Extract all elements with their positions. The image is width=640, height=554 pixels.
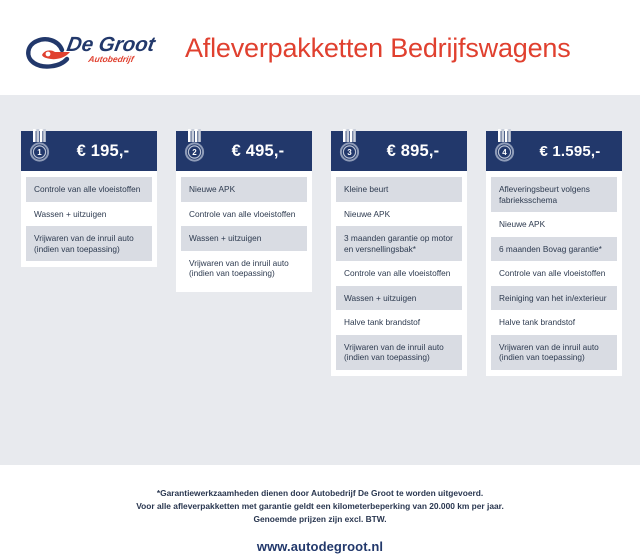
package-price-bar: 1 € 195,- xyxy=(21,128,157,171)
footer-note-1: *Garantiewerkzaamheden dienen door Autob… xyxy=(156,488,484,498)
svg-text:1: 1 xyxy=(37,148,42,157)
package-columns: 1 € 195,- Controle van alle vloeistoffen W… xyxy=(21,128,622,376)
feature-item: Nieuwe APK xyxy=(336,201,462,226)
feature-item: Wassen + uitzuigen xyxy=(336,285,462,310)
feature-item: Vrijwaren van de inruil auto (indien van… xyxy=(491,334,617,370)
package-price: € 1.595,- xyxy=(539,142,601,160)
footer-note-3: Genoemde prijzen zijn excl. BTW. xyxy=(253,514,387,524)
feature-item: Afleveringsbeurt volgens fabrieksschema xyxy=(491,177,617,212)
feature-item: Halve tank brandstof xyxy=(336,310,462,335)
feature-item: Kleine beurt xyxy=(336,177,462,202)
footer-note-2: Voor alle afleverpakketten met garantie … xyxy=(136,501,504,511)
package-price: € 495,- xyxy=(231,141,285,160)
medal-ribbon-icon: 3 xyxy=(337,128,363,168)
page-footer: *Garantiewerkzaamheden dienen door Autob… xyxy=(0,487,640,554)
svg-text:3: 3 xyxy=(347,148,352,157)
page-title: Afleverpakketten Bedrijfswagens xyxy=(185,33,571,63)
medal-ribbon-icon: 2 xyxy=(184,129,205,162)
de-groot-swoosh-logo: De Groot Autobedrijf xyxy=(26,33,158,69)
package-feature-list: Controle van alle vloeistoffen Wassen + u… xyxy=(21,171,157,267)
package-price: € 195,- xyxy=(76,141,130,160)
feature-item: Nieuwe APK xyxy=(181,177,307,202)
feature-item: Wassen + uitzuigen xyxy=(26,201,152,226)
package-price-bar: 3 € 895,- xyxy=(331,128,467,171)
feature-item: Vrijwaren van de inruil auto (indien van… xyxy=(26,226,152,261)
package-feature-list: Afleveringsbeurt volgens fabrieksschema N… xyxy=(486,171,622,376)
feature-item: Controle van alle vloeistoffen xyxy=(491,261,617,286)
feature-item: Vrijwaren van de inruil auto (indien van… xyxy=(336,334,462,370)
package-card-2[interactable]: 2 € 495,- Nieuwe APK Controle van alle vlo… xyxy=(176,128,312,292)
website-link[interactable]: www.autodegroot.nl xyxy=(256,539,384,554)
medal-ribbon-icon: 1 xyxy=(27,128,53,168)
svg-text:De Groot: De Groot xyxy=(65,33,158,56)
package-card-1[interactable]: 1 € 195,- Controle van alle vloeistoffen W… xyxy=(21,128,157,267)
feature-item: Controle van alle vloeistoffen xyxy=(26,177,152,202)
package-card-4[interactable]: 4 € 1.595,- Afleveringsbeurt volgens fabr… xyxy=(486,128,622,376)
feature-item: Nieuwe APK xyxy=(491,212,617,237)
packages-section: 1 € 195,- Controle van alle vloeistoffen W… xyxy=(0,95,640,554)
medal-ribbon-icon: 4 xyxy=(492,128,518,168)
package-feature-list: Kleine beurt Nieuwe APK 3 maanden garantie… xyxy=(331,171,467,376)
feature-item: Controle van alle vloeistoffen xyxy=(181,201,307,226)
feature-item: Vrijwaren van de inruil auto (indien van… xyxy=(181,250,307,286)
medal-ribbon-icon: 3 xyxy=(339,129,360,162)
medal-ribbon-icon: 4 xyxy=(494,129,515,162)
package-card-3[interactable]: 3 € 895,- Kleine beurt Nieuwe APK 3 maanden… xyxy=(331,128,467,376)
feature-item: Halve tank brandstof xyxy=(491,310,617,335)
feature-item: Reiniging van het in/exterieur xyxy=(491,285,617,310)
package-price-bar: 2 € 495,- xyxy=(176,128,312,171)
feature-item: Wassen + uitzuigen xyxy=(181,226,307,251)
de-groot-logo[interactable]: De Groot Autobedrijf xyxy=(22,28,162,74)
svg-text:Autobedrijf: Autobedrijf xyxy=(87,54,136,64)
medal-ribbon-icon: 1 xyxy=(29,129,50,162)
svg-text:2: 2 xyxy=(192,148,197,157)
page-header: De Groot Autobedrijf Afleverpakketten Be… xyxy=(0,0,640,95)
medal-ribbon-icon: 2 xyxy=(182,128,208,168)
package-price-bar: 4 € 1.595,- xyxy=(486,128,622,171)
package-feature-list: Nieuwe APK Controle van alle vloeistoffen… xyxy=(176,171,312,292)
feature-item: Controle van alle vloeistoffen xyxy=(336,261,462,286)
feature-item: 6 maanden Bovag garantie* xyxy=(491,236,617,261)
feature-item: 3 maanden garantie op motor en versnelli… xyxy=(336,226,462,261)
package-price: € 895,- xyxy=(386,141,440,160)
svg-text:4: 4 xyxy=(502,148,507,157)
